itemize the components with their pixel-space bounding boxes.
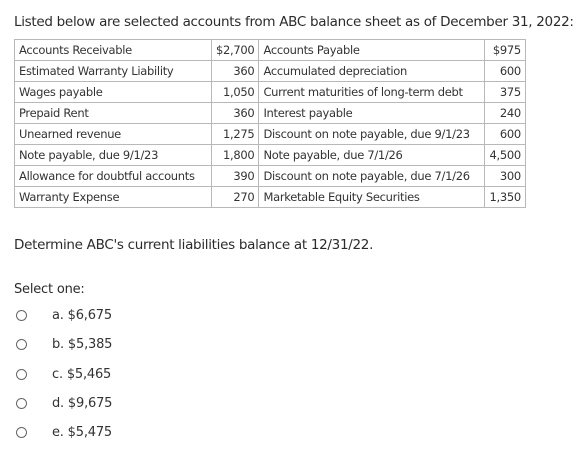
account-name-cell: Unearned revenue (14, 123, 212, 145)
account-amount-cell: 375 (484, 81, 526, 103)
account-name-cell: Current maturities of long-term debt (258, 81, 486, 103)
option-letter: d. (52, 395, 64, 411)
account-amount-cell: 360 (210, 60, 260, 82)
radio-button[interactable] (16, 309, 27, 321)
table-row: Prepaid Rent 360 Interest payable 240 (14, 102, 526, 124)
option-value: $6,675 (67, 307, 112, 323)
account-name-cell: Accumulated depreciation (258, 60, 486, 82)
account-amount-cell: 600 (484, 60, 526, 82)
account-name-cell: Note payable, due 9/1/23 (14, 144, 212, 166)
answer-option-label: b. $5,385 (52, 337, 112, 352)
answer-option-label: d. $9,675 (52, 396, 112, 411)
account-name-cell: Estimated Warranty Liability (14, 60, 212, 82)
question-prompt: Determine ABC's current liabilities bala… (14, 237, 374, 253)
answer-option[interactable]: a. $6,675 (16, 305, 112, 325)
table-row: Accounts Receivable $2,700 Accounts Payabl… (14, 39, 526, 61)
table-row: Note payable, due 9/1/23 1,800 Note payabl… (14, 144, 526, 166)
account-amount-cell: 1,050 (210, 81, 260, 103)
account-name-cell: Wages payable (14, 81, 212, 103)
option-letter: a. (52, 307, 64, 323)
answer-option[interactable]: d. $9,675 (16, 393, 112, 413)
account-name-cell: Warranty Expense (14, 186, 212, 208)
account-name-cell: Prepaid Rent (14, 102, 212, 124)
account-amount-cell: $975 (484, 39, 526, 61)
account-amount-cell: 240 (484, 102, 526, 124)
radio-button[interactable] (16, 338, 27, 350)
account-name-cell: Interest payable (258, 102, 486, 124)
account-amount-cell: 390 (210, 165, 260, 187)
account-name-cell: Allowance for doubtful accounts (14, 165, 212, 187)
accounts-table: Accounts Receivable $2,700 Accounts Payabl… (14, 39, 526, 208)
radio-button[interactable] (16, 397, 27, 409)
account-amount-cell: 1,275 (210, 123, 260, 145)
answer-option-label: e. $5,475 (52, 425, 112, 440)
account-amount-cell: 1,800 (210, 144, 260, 166)
radio-button[interactable] (16, 368, 27, 380)
answer-option[interactable]: b. $5,385 (16, 334, 112, 354)
question-intro: Listed below are selected accounts from … (14, 14, 574, 30)
account-amount-cell: 270 (210, 186, 260, 208)
answer-option-label: c. $5,465 (52, 367, 111, 382)
radio-button[interactable] (16, 426, 27, 438)
option-value: $9,675 (67, 395, 113, 411)
account-name-cell: Discount on note payable, due 7/1/26 (258, 165, 486, 187)
table-row: Warranty Expense 270 Marketable Equity Sec… (14, 186, 526, 208)
select-one-label: Select one: (14, 282, 85, 297)
account-amount-cell: 1,350 (484, 186, 526, 208)
account-name-cell: Accounts Payable (258, 39, 486, 61)
account-amount-cell: 4,500 (484, 144, 526, 166)
answer-option[interactable]: c. $5,465 (16, 364, 111, 384)
table-row: Estimated Warranty Liability 360 Accumulat… (14, 60, 526, 82)
account-amount-cell: $2,700 (210, 39, 260, 61)
option-letter: b. (52, 336, 64, 352)
account-amount-cell: 360 (210, 102, 260, 124)
option-value: $5,475 (67, 424, 112, 440)
table-row: Allowance for doubtful accounts 390 Discou… (14, 165, 526, 187)
option-value: $5,465 (66, 366, 112, 382)
account-name-cell: Discount on note payable, due 9/1/23 (258, 123, 486, 145)
option-letter: e. (52, 424, 64, 440)
table-row: Wages payable 1,050 Current maturities of … (14, 81, 526, 103)
option-value: $5,385 (67, 336, 113, 352)
account-name-cell: Accounts Receivable (14, 39, 212, 61)
account-name-cell: Marketable Equity Securities (258, 186, 486, 208)
account-amount-cell: 300 (484, 165, 526, 187)
option-letter: c. (52, 366, 63, 382)
answer-option[interactable]: e. $5,475 (16, 422, 112, 442)
table-row: Unearned revenue 1,275 Discount on note pa… (14, 123, 526, 145)
account-name-cell: Note payable, due 7/1/26 (258, 144, 486, 166)
answer-option-label: a. $6,675 (52, 308, 112, 323)
account-amount-cell: 600 (484, 123, 526, 145)
